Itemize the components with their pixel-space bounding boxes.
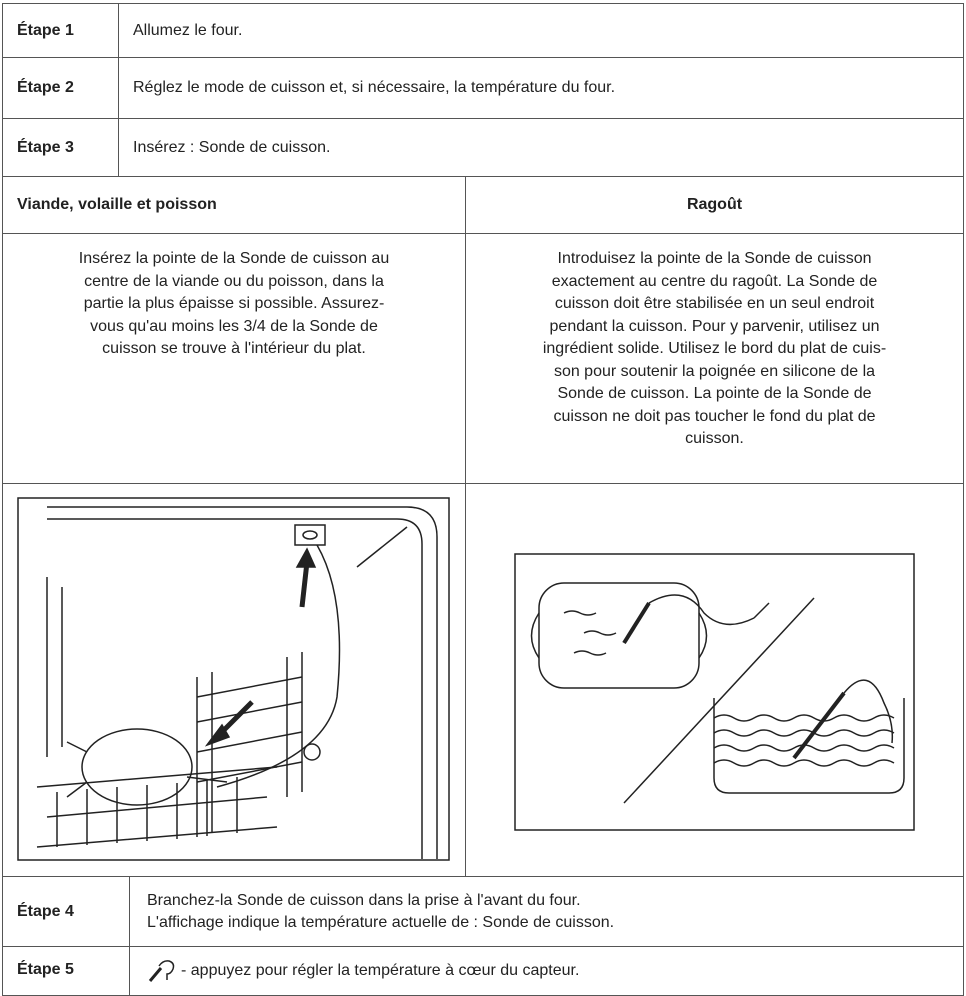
text-line: partie la plus épaisse si possible. Assu… bbox=[83, 295, 385, 312]
text-line: Insérez la pointe de la Sonde de cuisson… bbox=[78, 250, 390, 267]
text-line: Branchez-la Sonde de cuisson dans la pri… bbox=[147, 891, 581, 909]
text-line: cuisson. bbox=[685, 430, 744, 447]
step-text: Réglez le mode de cuisson et, si nécessa… bbox=[118, 57, 964, 119]
text-line: cuisson doit être stabilisée en un seul … bbox=[554, 295, 875, 312]
step-label: Étape 1 bbox=[2, 3, 119, 58]
step-label: Étape 2 bbox=[2, 57, 119, 119]
column-heading: Ragoût bbox=[465, 176, 964, 234]
text-line: Sonde de cuisson. La pointe de la Sonde … bbox=[557, 385, 872, 402]
step-label: Étape 4 bbox=[2, 876, 130, 947]
step-label: Étape 3 bbox=[2, 118, 119, 177]
step-text: - appuyez pour régler la température à c… bbox=[129, 946, 964, 996]
text-line: cuisson se trouve à l'intérieur du plat. bbox=[102, 340, 366, 357]
text-line: exactement au centre du ragoût. La Sonde… bbox=[551, 272, 878, 290]
oven-illustration bbox=[17, 497, 450, 861]
step-text: Allumez le four. bbox=[118, 3, 964, 58]
text-line: vous qu'au moins les 3/4 de la Sonde de bbox=[90, 317, 378, 335]
column-heading: Viande, volaille et poisson bbox=[2, 176, 466, 234]
step-text-line: - appuyez pour régler la température à c… bbox=[181, 962, 580, 979]
paragraph: Introduisez la pointe de la Sonde de cui… bbox=[465, 248, 964, 451]
text-line: son pour soutenir la poignée en silicone… bbox=[553, 362, 876, 380]
text-line: ingrédient solide. Utilisez le bord du p… bbox=[542, 340, 887, 357]
text-line: Introduisez la pointe de la Sonde de cui… bbox=[557, 250, 872, 267]
stew-illustration bbox=[514, 553, 915, 831]
probe-icon bbox=[148, 960, 175, 982]
text-line: pendant la cuisson. Pour y parvenir, uti… bbox=[549, 317, 880, 335]
text-line: L'affichage indique la température actue… bbox=[147, 913, 615, 931]
step-text: Branchez-la Sonde de cuisson dans la pri… bbox=[129, 876, 964, 947]
step-label: Étape 5 bbox=[2, 946, 130, 996]
text-line: cuisson ne doit pas toucher le fond du p… bbox=[553, 407, 876, 425]
text-line: centre de la viande ou du poisson, dans … bbox=[84, 272, 384, 290]
paragraph: Insérez la pointe de la Sonde de cuisson… bbox=[2, 248, 466, 361]
step-text: Insérez : Sonde de cuisson. bbox=[118, 118, 964, 177]
